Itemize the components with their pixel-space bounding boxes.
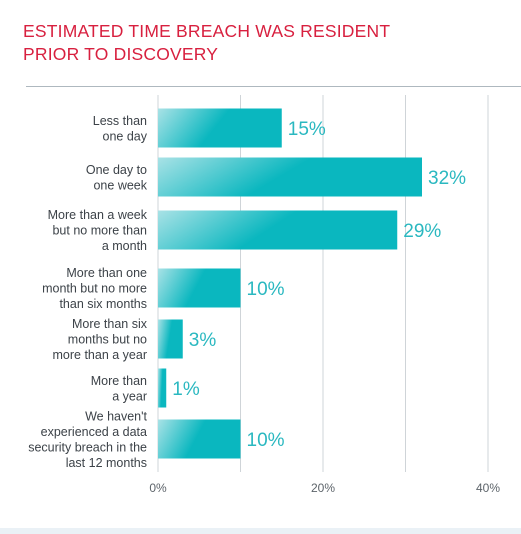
chart-title-line-1: ESTIMATED TIME BREACH WAS RESIDENT	[23, 21, 391, 41]
bar	[158, 268, 241, 308]
bars	[158, 108, 422, 459]
category-label-line: one week	[93, 178, 147, 192]
category-label-line: security breach in the	[28, 440, 147, 454]
category-label-line: one day	[103, 129, 148, 143]
category-label-line: a month	[102, 239, 147, 253]
category-label: One day to one week	[86, 163, 148, 193]
category-label-line: last 12 months	[66, 456, 147, 470]
category-label: We haven't experienced a data security bre…	[28, 409, 147, 470]
value-label: 3%	[189, 330, 217, 351]
category-label: More than a year	[91, 374, 147, 404]
bar	[158, 210, 398, 250]
category-label: More than six months but no more than a ye…	[53, 317, 148, 362]
category-label-line: More than six	[72, 317, 148, 331]
category-label-line: a year	[112, 389, 147, 403]
category-label-line: months but no	[68, 333, 147, 347]
bar	[158, 368, 167, 408]
bottom-band	[0, 528, 521, 534]
chart-title: ESTIMATED TIME BREACH WAS RESIDENT PRIOR…	[23, 20, 503, 66]
title-divider	[26, 86, 521, 87]
x-tick-label: 0%	[149, 481, 167, 495]
value-label: 1%	[172, 379, 200, 400]
value-label: 15%	[288, 119, 326, 140]
category-label-line: than six months	[59, 297, 147, 311]
x-tick-label: 20%	[311, 481, 335, 495]
bar	[158, 419, 241, 459]
value-label: 10%	[247, 430, 285, 451]
category-label-line: Less than	[93, 114, 147, 128]
labels: 0% 20% 40% 15% Less than one day 32% One day to…	[28, 114, 500, 495]
category-label-line: More than	[91, 374, 147, 388]
bar	[158, 108, 282, 148]
value-label: 29%	[403, 221, 441, 242]
category-label: More than one month but no more than six m…	[42, 266, 147, 311]
category-label: More than a week but no more than a month	[48, 208, 148, 253]
bar	[158, 319, 183, 359]
category-label-line: but no more than	[52, 224, 147, 238]
value-label: 32%	[428, 168, 466, 189]
bar	[158, 157, 422, 197]
category-label-line: More than one	[66, 266, 147, 280]
category-label-line: We haven't	[85, 409, 147, 423]
chart-title-line-2: PRIOR TO DISCOVERY	[23, 44, 219, 64]
category-label-line: more than a year	[53, 348, 148, 362]
category-label-line: experienced a data	[41, 425, 147, 439]
category-label-line: One day to	[86, 163, 147, 177]
category-label-line: month but no more	[42, 282, 147, 296]
category-label-line: More than a week	[48, 208, 148, 222]
value-label: 10%	[247, 279, 285, 300]
x-tick-label: 40%	[476, 481, 500, 495]
category-label: Less than one day	[93, 114, 148, 144]
